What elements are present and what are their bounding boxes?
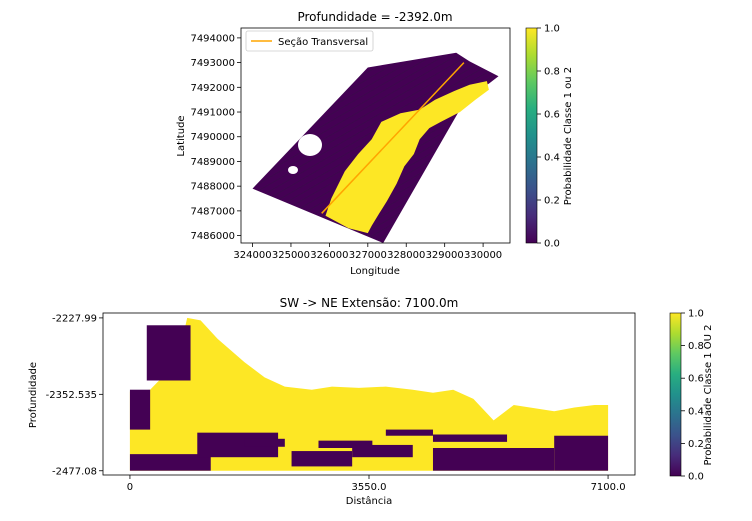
low-probability-band	[432, 448, 555, 471]
section-colorbar-ticks: 0.0 0.2 0.4 0.6 0.8 1.0	[681, 309, 704, 483]
section-x-axis-label: Distância	[346, 495, 392, 507]
colorbar-tick-label: 0.8	[544, 67, 560, 78]
section-x-axis: 0 3550.0 7100.0	[127, 475, 626, 493]
low-probability-band	[146, 325, 191, 381]
x-tick-label: 328000	[387, 250, 425, 261]
high-probability-region	[325, 81, 489, 234]
legend-box	[245, 30, 374, 52]
section-colorbar: 0.0 0.2 0.4 0.6 0.8 1.0 Probabilidade Classe …	[669, 309, 714, 483]
map-panel: Profundidade = -2392.0m 324000 325000 3260…	[176, 10, 574, 277]
x-tick-label: 329000	[426, 250, 464, 261]
colorbar-label: Probabilidade Classe 1 ou 2	[563, 67, 574, 205]
colorbar-tick-label: 1.0	[544, 24, 560, 35]
section-panel: SW -> NE Extensão: 7100.0m 0 3550.0 7100.0…	[28, 296, 714, 507]
x-tick-label: 326000	[310, 250, 348, 261]
section-line	[321, 62, 465, 214]
section-y-tick-label: -2477.08	[52, 466, 97, 477]
x-tick-label: 324000	[233, 250, 271, 261]
colorbar-gradient	[525, 27, 538, 244]
x-axis-label: Longitude	[350, 266, 400, 277]
plot-frame	[240, 27, 511, 244]
section-y-tick-label: -2227.99	[52, 313, 97, 324]
y-tick-label: 7493000	[190, 58, 235, 69]
section-y-axis-label: Profundidade	[28, 362, 39, 428]
low-probability-band	[554, 435, 609, 471]
y-tick-label: 7486000	[190, 231, 235, 242]
y-axis: 7486000 7487000 7488000 7489000 7490000 74910…	[190, 33, 241, 242]
section-y-tick-label: -2352.535	[46, 390, 97, 401]
low-probability-band	[385, 429, 433, 436]
low-probability-band	[244, 438, 285, 447]
y-tick-label: 7489000	[190, 157, 235, 168]
section-colorbar-tick-label: 0.0	[688, 472, 704, 483]
section-low-probability-bands	[129, 325, 609, 471]
low-probability-band	[318, 440, 373, 448]
section-y-axis: -2227.99 -2352.535 -2477.08	[46, 313, 103, 477]
gap-south	[288, 166, 298, 174]
section-x-tick-label: 3550.0	[352, 482, 387, 493]
y-axis-label: Latitude	[176, 115, 187, 156]
x-tick-label: 330000	[464, 250, 502, 261]
section-colorbar-tick-label: 0.2	[688, 439, 704, 450]
low-probability-band	[432, 434, 508, 442]
colorbar: 0.0 0.2 0.4 0.6 0.8 1.0 Probabilidade Classe …	[525, 24, 574, 250]
low-probability-band	[129, 389, 151, 430]
y-tick-label: 7494000	[190, 33, 235, 44]
colorbar-tick-label: 0.2	[544, 196, 560, 207]
gap-west	[298, 134, 322, 156]
section-title: SW -> NE Extensão: 7100.0m	[280, 296, 459, 310]
chart-title: Profundidade = -2392.0m	[297, 10, 452, 24]
y-tick-label: 7492000	[190, 83, 235, 94]
colorbar-tick-label: 0.6	[544, 110, 560, 121]
section-colorbar-tick-label: 1.0	[688, 309, 704, 320]
section-colorbar-tick-label: 0.8	[688, 341, 704, 352]
section-colorbar-tick-label: 0.6	[688, 374, 704, 385]
legend: Seção Transversal	[245, 30, 374, 52]
legend-entry: Seção Transversal	[278, 37, 368, 48]
y-tick-label: 7488000	[190, 182, 235, 193]
y-tick-label: 7487000	[190, 206, 235, 217]
y-tick-label: 7490000	[190, 132, 235, 143]
section-x-tick-label: 7100.0	[591, 482, 626, 493]
x-tick-label: 325000	[272, 250, 310, 261]
colorbar-tick-label: 0.0	[544, 239, 560, 250]
x-axis: 324000 325000 326000 327000 328000 329000 3300…	[233, 243, 502, 261]
section-high-probability	[129, 317, 609, 471]
y-tick-label: 7491000	[190, 108, 235, 119]
low-probability-band	[129, 454, 211, 471]
low-probability-band	[291, 451, 353, 467]
section-colorbar-label: Probabilidade Classe 1 OU 2	[703, 324, 714, 465]
section-colorbar-tick-label: 0.4	[688, 406, 704, 417]
section-colorbar-gradient	[669, 312, 682, 477]
colorbar-ticks: 0.0 0.2 0.4 0.6 0.8 1.0	[537, 24, 560, 250]
x-tick-label: 327000	[349, 250, 387, 261]
colorbar-tick-label: 0.4	[544, 153, 560, 164]
section-x-tick-label: 0	[127, 482, 133, 493]
